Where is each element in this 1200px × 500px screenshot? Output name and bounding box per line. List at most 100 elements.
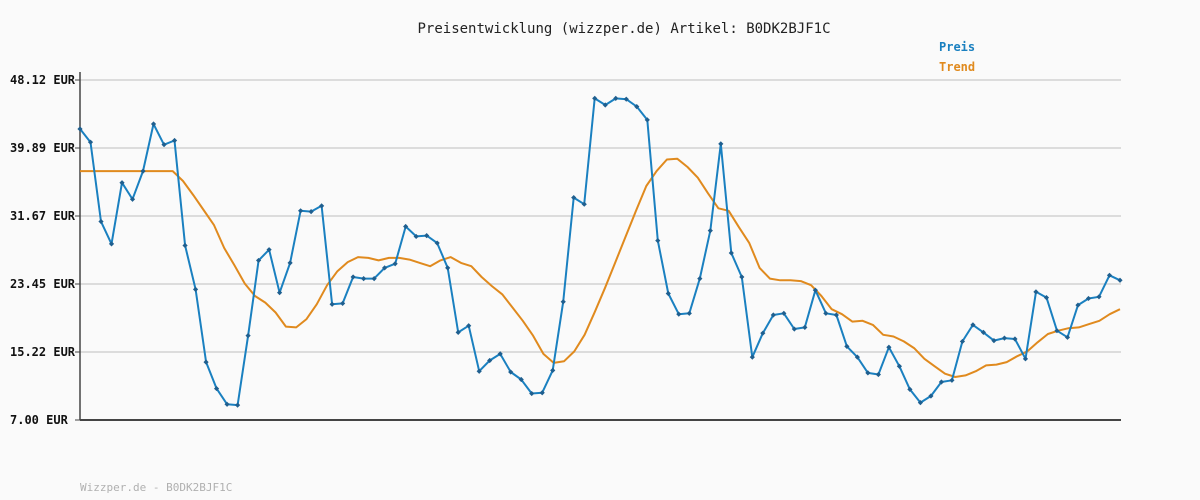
legend-preis: Preis [939, 40, 975, 54]
data-point [665, 290, 671, 297]
data-point [1012, 336, 1018, 342]
data-point [1106, 272, 1113, 278]
data-point [928, 393, 934, 399]
data-point [350, 274, 356, 280]
data-point [970, 322, 976, 328]
data-point [266, 247, 272, 253]
data-point [77, 126, 83, 132]
data-point [781, 310, 787, 316]
data-point [728, 250, 734, 256]
data-point [991, 338, 997, 344]
y-axis-ticks: 7.00 EUR 15.22 EUR 23.45 EUR 31.67 EUR 39.89… [10, 73, 80, 427]
data-point [571, 194, 577, 201]
data-point [140, 168, 146, 174]
data-point [98, 218, 104, 225]
data-point [529, 390, 535, 397]
data-point [234, 402, 241, 408]
data-point [361, 276, 367, 282]
data-point [298, 208, 304, 214]
data-point [581, 201, 587, 207]
data-point [949, 377, 955, 383]
y-tick-label: 23.45 EUR [10, 277, 76, 291]
data-point [539, 390, 545, 396]
data-point [812, 287, 818, 293]
data-point [623, 96, 629, 102]
data-point [497, 351, 503, 357]
data-point [182, 242, 188, 249]
data-point [980, 329, 987, 335]
footer-text: Wizzper.de - B0DK2BJF1C [80, 481, 232, 494]
data-point [1085, 295, 1092, 302]
data-point [602, 102, 608, 108]
data-point [676, 311, 682, 317]
data-point [434, 240, 440, 246]
data-point [340, 300, 346, 307]
data-point [907, 386, 913, 393]
data-point [802, 324, 808, 330]
data-point [445, 265, 451, 271]
data-point [1075, 302, 1081, 308]
data-point [108, 241, 115, 247]
data-point [655, 237, 661, 244]
data-point [854, 354, 860, 360]
data-point [550, 367, 556, 373]
data-point [276, 290, 283, 296]
data-point [1096, 294, 1102, 300]
data-point [1064, 334, 1071, 340]
data-point [770, 312, 776, 318]
series-line-trend [80, 157, 1121, 378]
data-point [287, 260, 293, 266]
data-point [875, 371, 881, 378]
data-point [959, 338, 966, 345]
data-point [749, 354, 755, 360]
data-point [1033, 289, 1039, 295]
data-point [865, 370, 871, 376]
series-line-preis [79, 97, 1121, 407]
data-point [760, 330, 766, 336]
data-point [917, 400, 924, 406]
data-point [718, 141, 724, 147]
y-tick-label: 7.00 EUR [10, 413, 69, 427]
data-point [392, 261, 398, 267]
data-point [508, 369, 514, 375]
data-point [791, 326, 797, 332]
y-tick-label: 15.22 EUR [10, 345, 76, 359]
data-point [192, 286, 199, 292]
data-point [245, 333, 251, 339]
data-point [1022, 356, 1029, 362]
axes [79, 72, 1121, 421]
data-point [455, 329, 461, 335]
y-tick-label: 39.89 EUR [10, 141, 76, 155]
data-point [739, 274, 745, 280]
data-point [308, 209, 314, 215]
data-point [844, 343, 850, 350]
chart-title: Preisentwicklung (wizzper.de) Artikel: B… [417, 21, 830, 37]
data-point [518, 376, 524, 383]
data-point [319, 203, 325, 209]
data-point [644, 117, 650, 123]
legend-trend: Trend [939, 60, 975, 74]
data-point [371, 276, 377, 282]
data-point [1001, 335, 1008, 341]
data-point [833, 312, 839, 318]
legend: Preis Trend [939, 40, 975, 74]
data-point [1043, 295, 1050, 301]
data-point [938, 379, 945, 385]
data-point [1117, 277, 1123, 283]
data-point [592, 95, 598, 101]
gridlines [80, 79, 1121, 353]
data-point [686, 310, 692, 316]
data-point [634, 104, 640, 110]
data-point [213, 385, 220, 392]
data-point [476, 368, 482, 374]
data-point [87, 139, 94, 145]
data-point [823, 310, 829, 316]
y-tick-label: 31.67 EUR [10, 209, 76, 223]
data-point [707, 228, 713, 234]
data-point [697, 276, 703, 282]
data-point [886, 344, 892, 350]
data-point [382, 265, 388, 271]
y-tick-label: 48.12 EUR [10, 73, 76, 87]
data-point [560, 299, 566, 305]
